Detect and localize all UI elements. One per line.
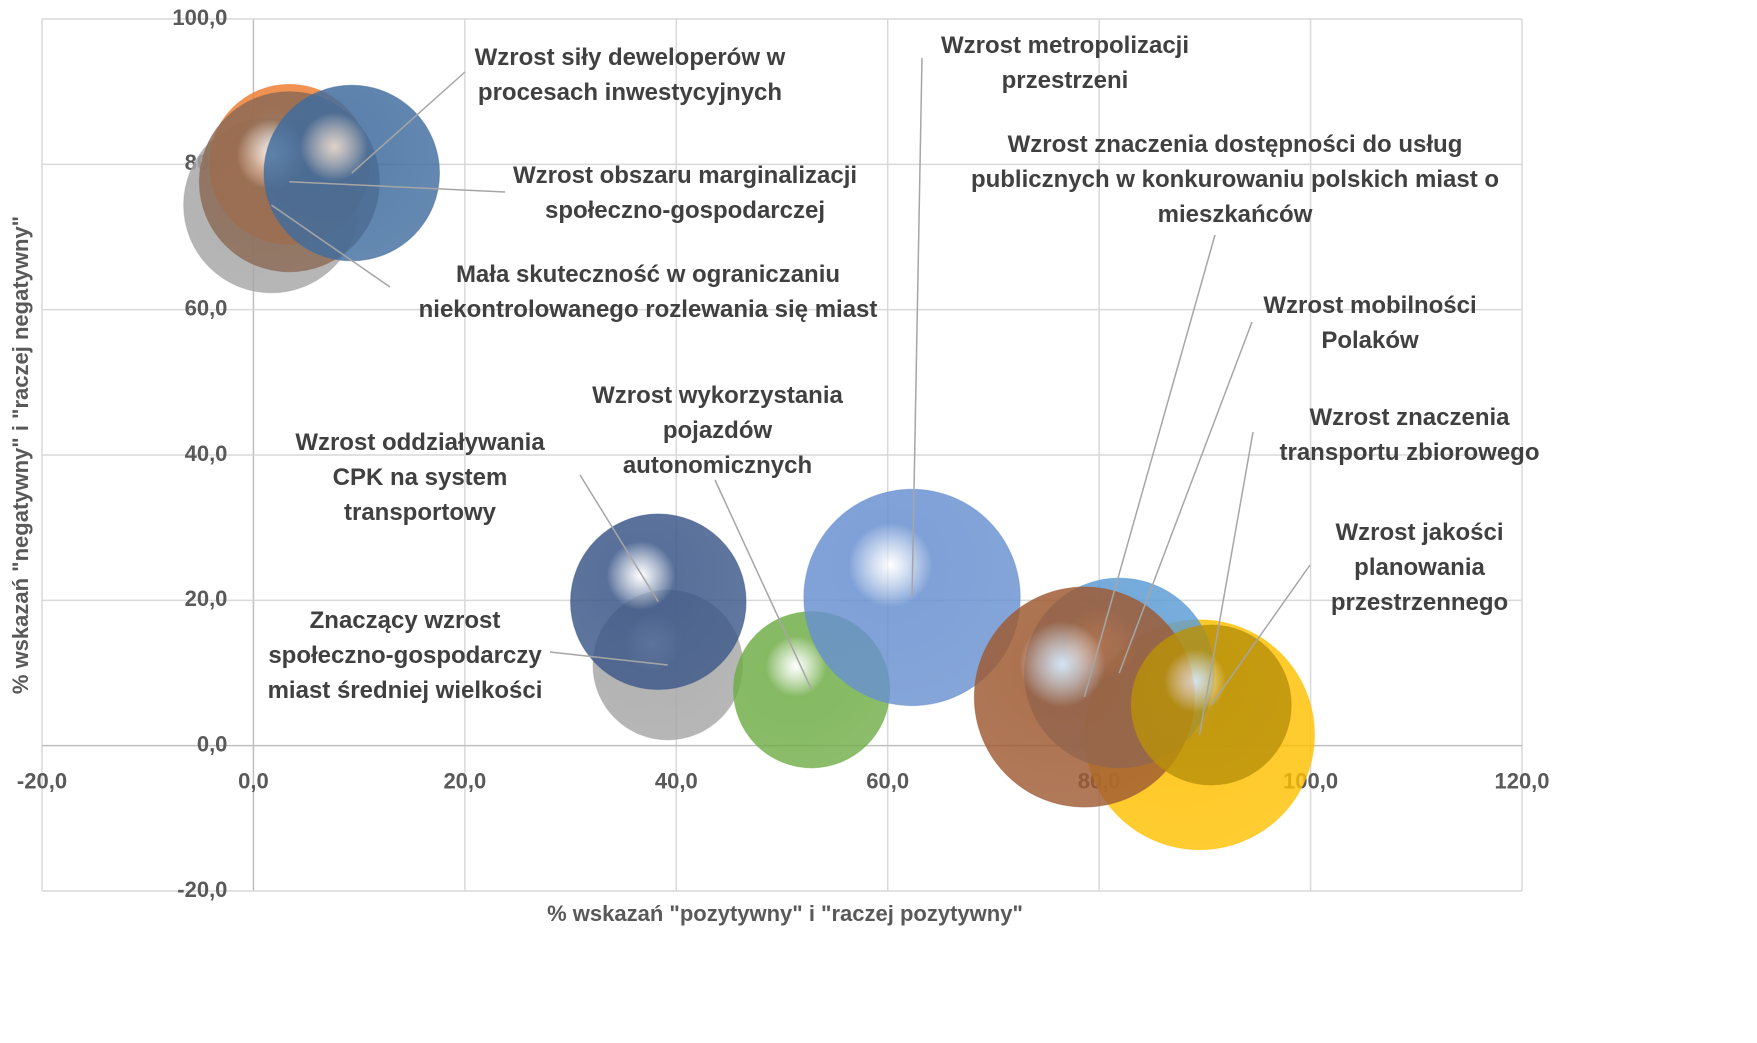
y-tick-label: 40,0	[185, 441, 228, 466]
data-label: Wzrost oddziaływania CPK na system trans…	[295, 429, 545, 526]
data-label: Mała skuteczność w ograniczaniu niekontr…	[418, 261, 878, 323]
x-tick-label: 40,0	[655, 768, 698, 793]
leader-line	[549, 651, 668, 666]
data-label: Wzrost mobilności Polaków	[1263, 292, 1477, 354]
x-tick-label: 0,0	[238, 768, 269, 793]
leader-line	[1210, 564, 1311, 706]
bubble	[263, 84, 440, 262]
data-label: Wzrost znaczenia transportu zbiorowego	[1279, 404, 1540, 466]
y-tick-label: 0,0	[197, 731, 228, 756]
leader-line	[579, 474, 659, 603]
y-axis-title: % wskazań "negatywny" i "raczej negatywn…	[8, 216, 33, 694]
data-label: Wzrost metropolizacji przestrzeni	[940, 32, 1190, 94]
leader-line	[911, 57, 923, 598]
leader-line	[351, 71, 466, 174]
leader-line	[714, 479, 813, 691]
y-tick-label: -20,0	[177, 877, 227, 902]
y-tick-label: 60,0	[185, 295, 228, 320]
x-tick-label: 60,0	[866, 768, 909, 793]
data-label: Wzrost jakości planowania przestrzennego	[1330, 519, 1509, 616]
x-tick-label: 20,0	[443, 768, 486, 793]
x-tick-label: -20,0	[17, 768, 67, 793]
data-label: Wzrost znaczenia dostępności do usług pu…	[970, 131, 1500, 228]
data-label: Wzrost siły deweloperów w procesach inwe…	[474, 44, 786, 106]
leader-line	[1198, 431, 1254, 735]
leader-line	[1118, 321, 1253, 674]
data-label: Znaczący wzrost społeczno-gospodarczy mi…	[267, 607, 543, 704]
y-tick-label: 20,0	[185, 586, 228, 611]
y-tick-label: 100,0	[172, 5, 227, 30]
x-tick-label: 120,0	[1494, 768, 1549, 793]
data-label: Wzrost wykorzystania pojazdów autonomicz…	[592, 382, 843, 479]
leader-line	[1083, 234, 1216, 698]
leader-line	[289, 181, 506, 193]
data-label: Wzrost obszaru marginalizacji społeczno-…	[512, 162, 858, 224]
leader-line	[270, 204, 391, 288]
x-axis-title: % wskazań "pozytywny" i "raczej pozytywn…	[547, 901, 1023, 926]
